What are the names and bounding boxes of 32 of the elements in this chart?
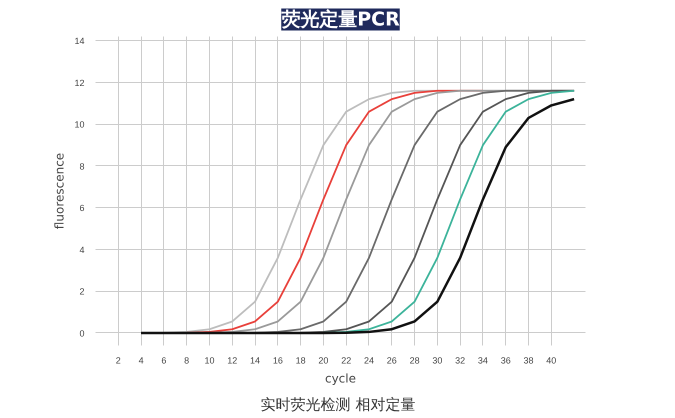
chart-title: 荧光定量PCR [280,8,400,30]
y-tick-label: 0 [79,328,85,338]
x-tick-label: 24 [364,356,374,366]
y-axis-title: fluorescence [52,152,66,230]
x-tick-label: 10 [204,356,214,366]
x-tick-label: 6 [161,356,166,366]
x-tick-label: 16 [272,356,283,366]
x-axis-title: cycle [324,372,356,386]
x-tick-label: 28 [410,356,420,366]
y-tick-label: 14 [74,36,85,46]
x-tick-label: 2 [116,356,121,366]
x-tick-label: 22 [341,356,352,366]
x-tick-label: 14 [250,356,260,366]
y-tick-label: 12 [74,78,85,88]
x-tick-label: 36 [500,356,511,366]
y-tick-label: 4 [79,244,85,255]
text: 实时荧光检测 相对定量 [260,396,416,414]
x-tick-label: 26 [386,356,397,366]
x-tick-label: 12 [227,356,238,366]
x-tick-label: 30 [432,356,442,366]
x-tick-label: 20 [318,356,328,366]
y-tick-label: 6 [79,203,85,214]
x-tick-label: 38 [524,356,534,366]
y-tick-label: 10 [74,120,85,130]
y-tick-label: 2 [79,286,85,297]
x-tick-label: 4 [138,356,144,366]
x-tick-label: 34 [478,356,488,366]
x-tick-label: 32 [455,356,466,366]
x-tick-label: 8 [184,356,190,366]
x-tick-label: 18 [296,356,306,366]
x-tick-label: 40 [546,356,556,366]
y-tick-label: 8 [79,161,85,172]
